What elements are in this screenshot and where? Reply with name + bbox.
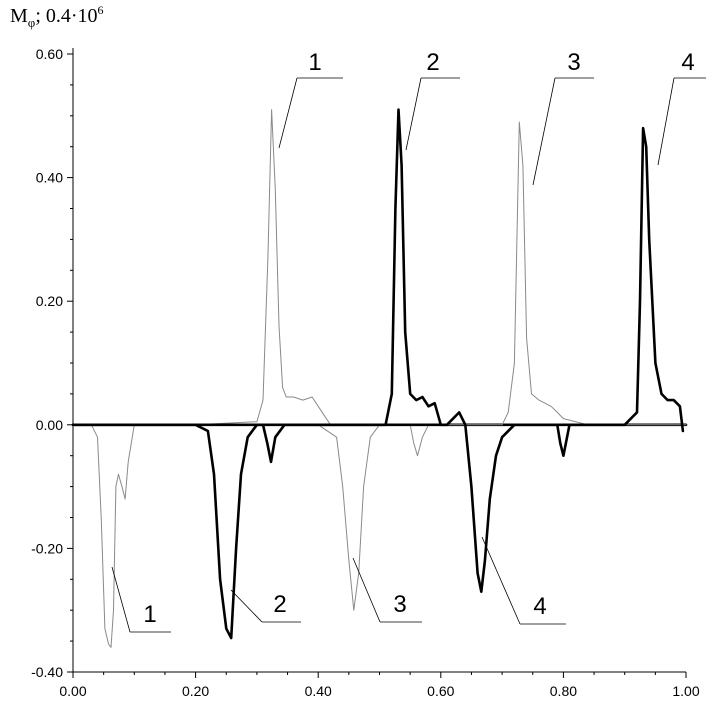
series-1-line	[72, 109, 687, 648]
callout-2-label: 2	[426, 49, 439, 76]
y-tick-label: 0.60	[36, 46, 63, 62]
y-axis-label: Mφ; 0.4·106	[10, 2, 104, 37]
callout-1-label: 1	[308, 49, 321, 76]
y-tick-label: -0.40	[31, 664, 63, 680]
callout-2-leader	[230, 589, 263, 623]
callout-1-label: 1	[143, 601, 156, 628]
callout-3-label: 3	[393, 591, 406, 618]
x-tick-label: 0.60	[427, 683, 454, 699]
x-tick-label: 0.80	[550, 683, 577, 699]
callout-4-label: 4	[681, 49, 694, 76]
y-axis-symbol: M	[10, 5, 28, 27]
callout-1-leader	[278, 77, 298, 149]
series-3-line	[72, 121, 687, 611]
y-tick-label: 0.00	[36, 417, 63, 433]
y-tick-label: 0.20	[36, 293, 63, 309]
series-2-line	[71, 108, 688, 640]
x-tick-label: 1.00	[672, 683, 699, 699]
y-axis-subscript: φ	[27, 15, 36, 30]
callout-4-label: 4	[533, 593, 546, 620]
callout-3-leader	[352, 557, 381, 623]
callout-2-leader	[405, 77, 422, 151]
x-tick-label: 0.00	[59, 683, 86, 699]
x-tick-label: 0.40	[305, 683, 332, 699]
callout-2-label: 2	[273, 591, 286, 618]
callout-4-leader	[481, 536, 521, 625]
y-axis-scale: ; 0.4·10	[35, 5, 98, 27]
callout-1-leader	[111, 566, 131, 633]
callout-3-label: 3	[567, 49, 580, 76]
y-tick-label: 0.40	[36, 170, 63, 186]
series-4-line	[71, 126, 685, 594]
y-tick-label: -0.20	[31, 540, 63, 556]
x-tick-label: 0.20	[182, 683, 209, 699]
callout-4-leader	[657, 77, 675, 166]
y-axis-exponent: 6	[97, 3, 104, 17]
callout-3-leader	[532, 77, 556, 186]
